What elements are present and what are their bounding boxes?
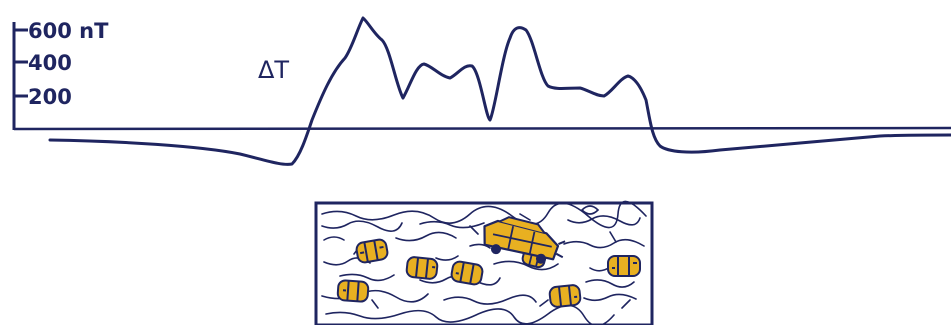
y-axis bbox=[12, 22, 28, 130]
vehicle-wreck bbox=[483, 216, 566, 264]
delta-t-label: ΔT bbox=[258, 56, 289, 84]
y-tick-label-400: 400 bbox=[28, 51, 72, 75]
drum bbox=[336, 279, 370, 303]
drum bbox=[607, 255, 641, 277]
drum bbox=[405, 256, 439, 280]
drum bbox=[450, 260, 484, 286]
waste-pit-cross-section bbox=[314, 200, 654, 325]
y-tick-label-200: 200 bbox=[28, 85, 72, 109]
anomaly-curve bbox=[48, 16, 951, 166]
y-tick-label-600: 600 nT bbox=[28, 19, 109, 43]
drum bbox=[355, 238, 389, 264]
pit-outline bbox=[314, 201, 654, 325]
zero-baseline bbox=[13, 126, 951, 131]
drum bbox=[548, 284, 582, 308]
